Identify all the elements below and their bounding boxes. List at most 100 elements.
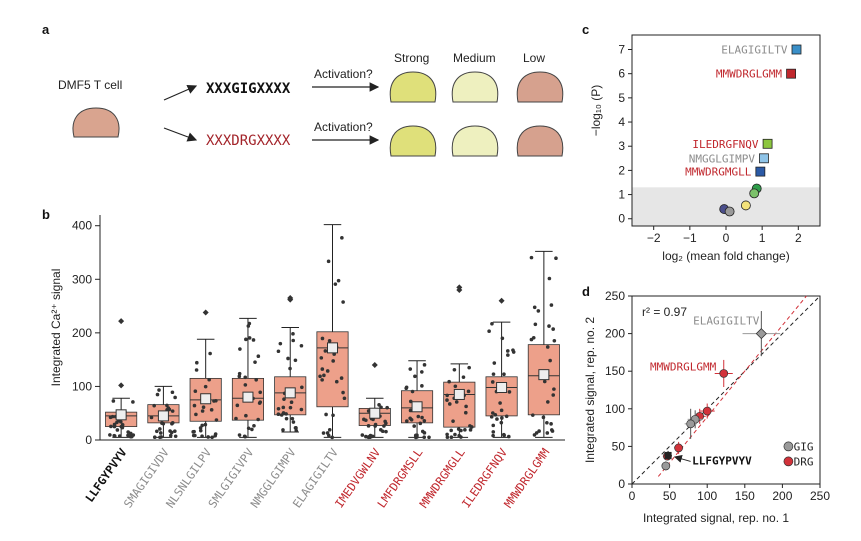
- response-cell-icon: [389, 71, 437, 103]
- data-point: [500, 416, 504, 420]
- data-point: [278, 341, 283, 346]
- data-point: [210, 435, 214, 440]
- data-point: [492, 361, 497, 365]
- data-point: [551, 327, 555, 331]
- data-point: [491, 433, 495, 438]
- data-point: [740, 200, 751, 211]
- data-point: [554, 256, 558, 261]
- data-point: [294, 428, 299, 433]
- y-tick-label: 400: [72, 219, 92, 233]
- data-point: [467, 365, 471, 370]
- data-point: [243, 383, 248, 387]
- data-point: [378, 427, 383, 432]
- legend-marker: [783, 441, 794, 452]
- data-point: [322, 373, 326, 378]
- data-point: [152, 403, 156, 408]
- y-tick-label: 2: [618, 163, 625, 177]
- data-point: [461, 375, 466, 379]
- data-point: [762, 138, 773, 149]
- y-tick-label: 5: [618, 91, 625, 105]
- data-point: [237, 371, 242, 376]
- data-point: [491, 430, 496, 434]
- data-point: [258, 390, 263, 395]
- x-tick-label: 1: [759, 231, 766, 245]
- data-point: [155, 392, 160, 397]
- outlier-point: [118, 382, 125, 389]
- data-point: [281, 428, 285, 432]
- y-tick-label: 6: [618, 67, 625, 81]
- data-point: [364, 434, 368, 439]
- data-point: [452, 367, 457, 372]
- outlier-point: [456, 284, 463, 291]
- data-point: [327, 339, 332, 343]
- mean-marker: [453, 388, 465, 400]
- mean-marker: [327, 342, 338, 354]
- data-point: [258, 400, 263, 404]
- cell-label: DMF5 T cell: [58, 78, 122, 92]
- data-point: [327, 427, 332, 432]
- data-point: [191, 430, 195, 434]
- data-point: [420, 384, 424, 388]
- data-point: [208, 351, 212, 356]
- y-tick-label: 200: [72, 326, 92, 340]
- data-point: [324, 412, 328, 417]
- data-point: [445, 398, 449, 402]
- data-point: [112, 423, 117, 428]
- data-point: [384, 429, 388, 434]
- data-point: [552, 338, 557, 343]
- data-point: [468, 428, 473, 432]
- data-point: [214, 398, 218, 403]
- data-point: [511, 348, 515, 352]
- data-point: [447, 379, 451, 384]
- data-point: [251, 338, 256, 342]
- data-point: [547, 276, 552, 281]
- x-axis-label: Integrated signal, rep. no. 1: [643, 511, 789, 525]
- data-point: [246, 426, 251, 431]
- data-point: [256, 417, 260, 422]
- data-point: [454, 400, 459, 404]
- data-point: [131, 400, 135, 404]
- arrow-to-drg: [163, 127, 198, 142]
- data-point: [755, 166, 766, 177]
- data-point: [719, 369, 729, 378]
- data-point: [111, 399, 116, 403]
- data-point: [160, 421, 164, 425]
- data-point: [537, 429, 541, 433]
- data-point: [336, 278, 341, 283]
- data-point: [321, 431, 326, 435]
- data-point: [360, 433, 365, 437]
- data-point: [288, 405, 293, 410]
- data-point: [545, 345, 550, 349]
- data-point: [490, 380, 495, 384]
- y-axis-label: Integrated Ca²⁺ signal: [49, 269, 63, 387]
- data-point: [165, 403, 169, 408]
- data-point: [504, 414, 509, 419]
- panel-a: a DMF5 T cell XXXGIGXXXX XXXDRGXXXX Acti…: [42, 22, 564, 157]
- seq-drg: XXXDRGXXXX: [206, 133, 291, 149]
- legend-marker: [783, 456, 794, 467]
- data-point: [686, 419, 696, 429]
- data-point: [410, 389, 415, 394]
- data-point: [115, 428, 120, 432]
- data-point: [155, 429, 159, 434]
- data-point: [382, 424, 386, 428]
- data-point: [791, 44, 802, 55]
- data-point: [377, 403, 381, 407]
- y-tick-label: 0: [618, 212, 625, 226]
- annotation-label: ELAGIGILTV: [693, 315, 760, 328]
- data-point: [420, 415, 424, 420]
- x-tick-label: 250: [810, 489, 830, 503]
- data-point: [341, 300, 345, 304]
- data-point: [505, 349, 510, 353]
- data-point: [702, 406, 712, 416]
- legend-label: GIG: [794, 440, 814, 453]
- data-point: [373, 424, 377, 428]
- data-point: [507, 390, 512, 394]
- y-tick-label: 100: [605, 402, 625, 416]
- outlier-point: [287, 295, 294, 302]
- y-tick-label: 100: [72, 379, 92, 393]
- data-point: [166, 406, 171, 410]
- dmf5-cell-icon: [72, 107, 120, 138]
- mean-marker: [369, 407, 381, 419]
- data-point: [463, 428, 467, 432]
